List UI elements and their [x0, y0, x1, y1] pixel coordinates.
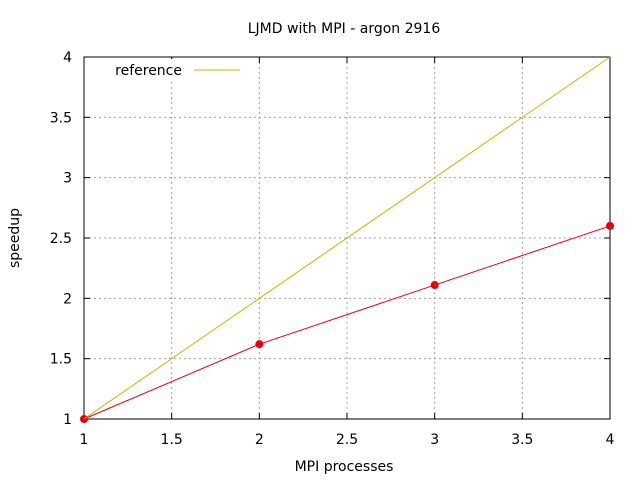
data-point — [606, 221, 614, 230]
x-tick-label: 2 — [255, 432, 264, 448]
y-tick-label: 3.5 — [50, 110, 72, 126]
series-line-0 — [83, 225, 611, 420]
y-tick-label: 1.5 — [50, 352, 72, 368]
series-layer — [80, 56, 614, 423]
x-tick-label: 1.5 — [161, 432, 183, 448]
x-axis-label: MPI processes — [295, 459, 394, 475]
y-axis-label: speedup — [7, 208, 23, 268]
data-point — [430, 281, 439, 290]
y-tick-label: 2 — [63, 291, 72, 307]
x-tick-label: 3.5 — [511, 432, 533, 448]
legend-label: reference — [115, 63, 182, 79]
series-line-1 — [83, 56, 611, 420]
legend-background — [106, 59, 256, 81]
chart-title: LJMD with MPI - argon 2916 — [248, 21, 441, 37]
x-tick-label: 4 — [606, 432, 615, 448]
x-tick-label: 3 — [430, 432, 439, 448]
y-tick-label: 3 — [63, 171, 72, 187]
legend: reference — [106, 59, 256, 81]
y-tick-label: 2.5 — [50, 231, 72, 247]
x-tick-label: 1 — [80, 432, 89, 448]
tick-layer: 1 1.5 2 2.5 3 3.5 4 1 1.5 2 2.5 3 3.5 4 — [50, 50, 615, 448]
data-point — [255, 340, 264, 349]
y-tick-label: 1 — [63, 412, 72, 428]
y-tick-label: 4 — [63, 50, 72, 66]
x-tick-label: 2.5 — [336, 432, 358, 448]
